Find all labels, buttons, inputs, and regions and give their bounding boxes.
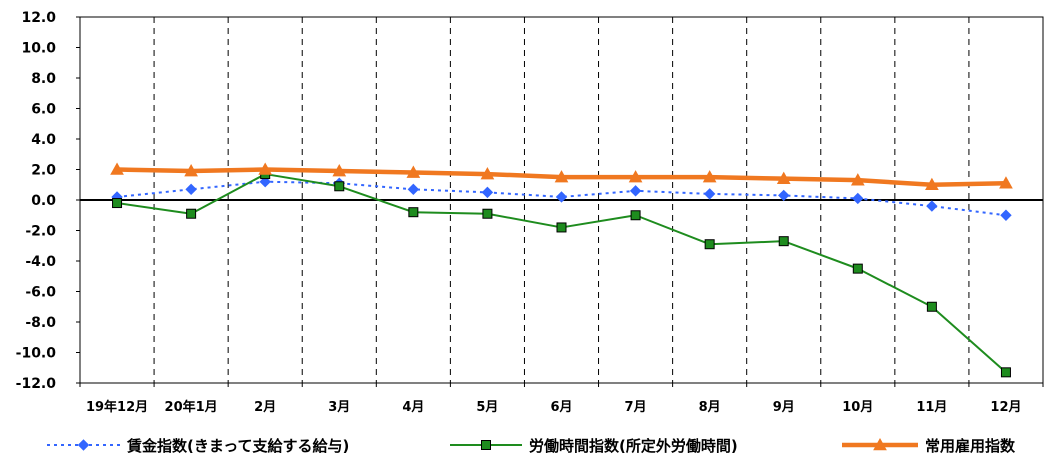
data-point [110,162,124,175]
data-point [629,185,642,197]
data-point [776,171,791,184]
x-tick-label: 20年1月 [165,399,218,415]
x-tick-label: 10月 [842,400,873,415]
data-point [999,176,1013,189]
x-tick-label: 6月 [550,400,572,415]
y-tick-label: -2.0 [25,224,56,240]
data-point [850,173,865,186]
series-wage-index [111,175,1012,221]
x-tick-label: 4月 [402,400,424,415]
legend-marker [77,439,90,451]
data-point [482,208,493,219]
x-tick-label: 5月 [476,400,498,415]
data-point [778,236,789,247]
axis-layer: 12.0 10.0 8.0 6.0 4.0 2.0 0.0 -2.0 -4.0 -6.0 -8.0 -… [16,10,1044,415]
data-point [628,170,643,183]
x-tick-label: 8月 [699,400,721,415]
x-tick-label: 7月 [625,400,647,415]
data-point [259,175,271,188]
legend: 賃金指数(きまって支給する給与) 労働時間指数(所定外労働時間) 常用雇用指数 [47,437,1016,455]
data-point [926,301,937,312]
data-point [1000,367,1011,378]
x-tick-label: 19年12月 [86,399,148,415]
data-point [481,186,494,199]
data-point [332,163,347,177]
data-point [112,198,123,209]
data-point [778,189,790,202]
legend-label: 労働時間指数(所定外労働時間) [529,437,738,455]
data-point [258,162,273,175]
data-point [703,188,716,200]
y-tick-label: 12.0 [21,10,56,26]
series-line [116,173,1007,374]
y-tick-label: 2.0 [31,163,56,179]
y-tick-label: 0.0 [31,193,56,209]
series-employment-index [110,162,1013,191]
y-tick-label: -6.0 [25,285,56,301]
x-tick-label: 2月 [254,400,276,415]
data-point [406,165,421,178]
legend-item-wage-index: 賃金指数(きまって支給する給与) [47,437,349,455]
data-point [184,163,198,177]
data-point [185,183,197,196]
x-tick-label: 12月 [990,400,1021,415]
grid-layer [79,16,1044,384]
data-point [704,239,715,250]
legend-label: 賃金指数(きまって支給する給与) [126,437,349,455]
data-point [554,170,569,183]
legend-item-employment-index: 常用雇用指数 [842,437,1016,455]
x-tick-label: 3月 [328,400,350,415]
legend-item-hours-index: 労働時間指数(所定外労働時間) [450,437,738,455]
data-point [702,170,717,183]
x-tick-label: 11月 [916,400,947,415]
data-point [334,181,345,192]
legend-marker [481,440,491,450]
y-tick-label: -8.0 [25,315,56,331]
data-point [186,208,197,219]
x-tick-label: 9月 [773,400,795,415]
y-tick-label: 8.0 [31,71,56,87]
data-point [555,191,568,203]
data-point [630,210,641,221]
data-point [1000,209,1012,221]
data-point [408,207,419,218]
data-point [480,167,495,180]
series-layer [110,162,1013,378]
data-point [556,222,567,233]
y-tick-label: -10.0 [16,346,57,362]
y-tick-label: 4.0 [31,132,56,148]
y-tick-label: 10.0 [21,41,56,57]
data-point [407,183,420,196]
data-point [926,200,938,212]
y-tick-label: -4.0 [25,254,56,270]
data-point [925,177,939,191]
data-point [852,263,863,274]
legend-marker [873,437,887,451]
y-tick-label: -12.0 [16,376,57,392]
data-point [852,192,864,205]
legend-label: 常用雇用指数 [925,437,1016,455]
y-tick-label: 6.0 [31,102,56,118]
